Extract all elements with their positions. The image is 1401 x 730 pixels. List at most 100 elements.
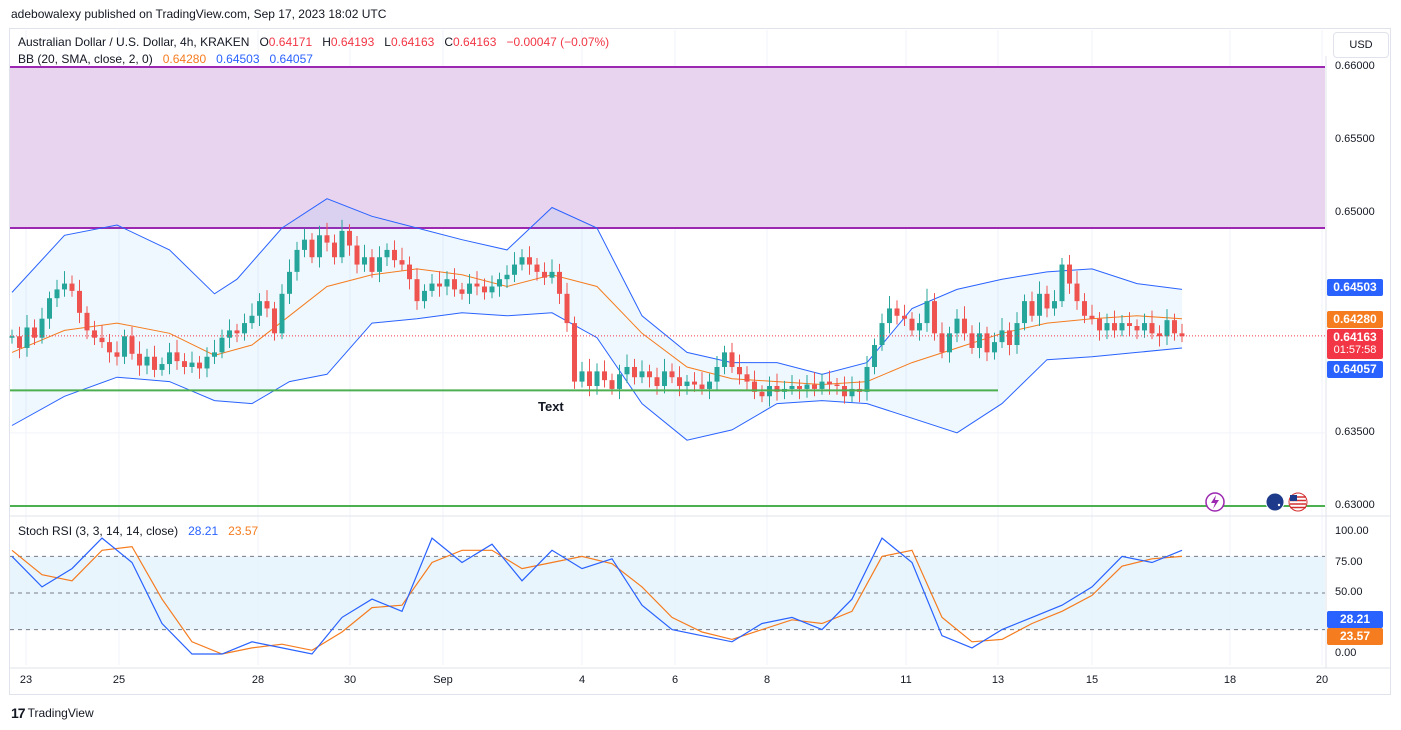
candle-up[interactable]: [639, 371, 645, 378]
candle-up[interactable]: [302, 239, 307, 250]
candle-up[interactable]: [429, 283, 435, 291]
candle-down[interactable]: [84, 312, 90, 331]
candle-down[interactable]: [437, 283, 442, 287]
candle-up[interactable]: [714, 366, 720, 382]
candle-up[interactable]: [722, 352, 727, 367]
candle-down[interactable]: [669, 371, 675, 378]
candle-up[interactable]: [1022, 301, 1027, 324]
candle-up[interactable]: [864, 366, 870, 392]
candle-up[interactable]: [879, 323, 885, 346]
candle-up[interactable]: [594, 371, 600, 387]
candle-up[interactable]: [1142, 323, 1147, 331]
candle-up[interactable]: [212, 352, 217, 357]
candle-up[interactable]: [242, 323, 247, 334]
candle-down[interactable]: [962, 318, 967, 334]
candle-up[interactable]: [1059, 264, 1065, 302]
stoch-label[interactable]: Stoch RSI (3, 3, 14, 14, close): [18, 524, 179, 538]
candle-down[interactable]: [354, 245, 360, 265]
candle-down[interactable]: [324, 235, 330, 243]
candle-up[interactable]: [317, 235, 322, 258]
candle-up[interactable]: [39, 318, 45, 338]
candle-down[interactable]: [474, 283, 480, 287]
candle-down[interactable]: [827, 381, 832, 385]
candle-down[interactable]: [692, 381, 697, 385]
candle-down[interactable]: [969, 333, 975, 348]
candle-down[interactable]: [729, 352, 735, 367]
candle-down[interactable]: [759, 391, 765, 397]
candle-down[interactable]: [744, 374, 750, 382]
candle-up[interactable]: [887, 308, 892, 324]
bb-upper-line[interactable]: [11, 198, 1183, 375]
candle-down[interactable]: [482, 286, 487, 293]
candle-down[interactable]: [77, 290, 82, 313]
candle-down[interactable]: [107, 342, 112, 353]
candle-up[interactable]: [122, 336, 127, 357]
candle-up[interactable]: [999, 330, 1005, 343]
candle-up[interactable]: [1164, 320, 1170, 337]
candle-up[interactable]: [62, 283, 67, 290]
candle-up[interactable]: [684, 381, 690, 387]
candle-down[interactable]: [1134, 326, 1140, 331]
candle-down[interactable]: [632, 366, 637, 378]
candle-up[interactable]: [497, 279, 502, 287]
candle-down[interactable]: [557, 271, 562, 294]
bb-lower-line[interactable]: [11, 312, 1183, 441]
candle-up[interactable]: [662, 371, 667, 387]
candle-down[interactable]: [1127, 323, 1132, 327]
stoch-d-line[interactable]: [11, 545, 1183, 655]
resistance-zone-fill[interactable]: [10, 67, 1325, 228]
candle-down[interactable]: [1089, 315, 1095, 319]
candle-up[interactable]: [872, 345, 877, 367]
candle-up[interactable]: [24, 327, 30, 348]
candle-up[interactable]: [144, 356, 150, 366]
candle-up[interactable]: [54, 289, 60, 299]
candle-up[interactable]: [47, 298, 52, 319]
candle-down[interactable]: [737, 366, 742, 375]
candle-up[interactable]: [279, 293, 285, 334]
candle-up[interactable]: [257, 301, 262, 316]
candle-down[interactable]: [1172, 320, 1177, 334]
candle-down[interactable]: [1067, 264, 1072, 284]
candle-up[interactable]: [1014, 323, 1020, 346]
currency-button[interactable]: USD: [1333, 32, 1389, 58]
candle-down[interactable]: [129, 336, 135, 354]
candle-up[interactable]: [549, 271, 555, 278]
candle-down[interactable]: [939, 333, 945, 353]
candle-down[interactable]: [812, 384, 817, 389]
candle-up[interactable]: [1037, 293, 1042, 316]
candle-down[interactable]: [647, 371, 652, 378]
candle-up[interactable]: [819, 381, 825, 389]
candle-down[interactable]: [1149, 323, 1155, 334]
candle-down[interactable]: [587, 371, 592, 387]
candle-down[interactable]: [699, 384, 705, 389]
candle-down[interactable]: [542, 271, 547, 278]
candle-down[interactable]: [1179, 333, 1185, 337]
candle-up[interactable]: [504, 274, 510, 280]
candle-up[interactable]: [977, 333, 982, 348]
candle-up[interactable]: [849, 388, 855, 397]
symbol-title[interactable]: Australian Dollar / U.S. Dollar, 4h, KRA…: [18, 35, 250, 49]
candle-up[interactable]: [992, 342, 997, 353]
candle-down[interactable]: [197, 362, 202, 369]
candle-down[interactable]: [909, 318, 915, 331]
candle-down[interactable]: [677, 377, 682, 387]
candle-down[interactable]: [1112, 323, 1117, 331]
candle-up[interactable]: [189, 362, 195, 367]
candle-up[interactable]: [249, 315, 255, 324]
candle-up[interactable]: [159, 364, 165, 370]
candle-up[interactable]: [617, 374, 622, 389]
candle-down[interactable]: [137, 353, 142, 366]
candle-down[interactable]: [1097, 318, 1102, 331]
candle-up[interactable]: [489, 286, 495, 293]
candle-up[interactable]: [954, 318, 960, 334]
candle-down[interactable]: [1029, 301, 1035, 316]
candle-up[interactable]: [384, 249, 390, 258]
candle-down[interactable]: [752, 381, 757, 392]
candle-down[interactable]: [309, 239, 315, 258]
candle-down[interactable]: [984, 333, 990, 353]
candle-down[interactable]: [392, 249, 397, 261]
candle-down[interactable]: [602, 371, 607, 381]
candle-down[interactable]: [152, 356, 157, 370]
candle-up[interactable]: [227, 330, 232, 338]
candle-down[interactable]: [1007, 330, 1012, 346]
